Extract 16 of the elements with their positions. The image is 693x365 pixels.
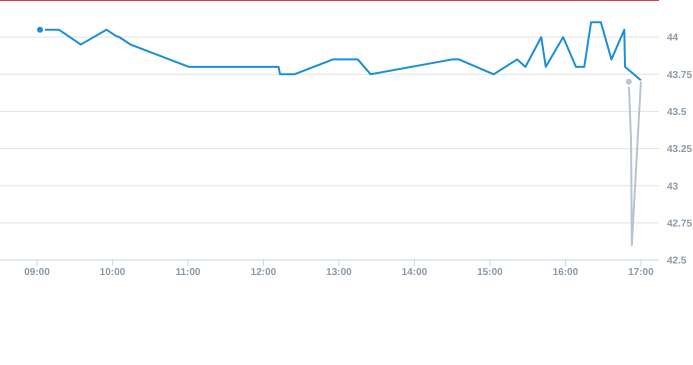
y-tick-label: 42.75 (667, 218, 692, 230)
y-tick-label: 43.5 (667, 106, 687, 118)
x-tick-label: 14:00 (402, 267, 428, 278)
x-tick-label: 11:00 (175, 267, 201, 278)
y-tick-label: 43 (667, 181, 679, 192)
x-tick-label: 17:00 (628, 267, 654, 278)
y-tick-label: 44 (667, 32, 679, 44)
x-tick-label: 10:00 (100, 267, 126, 278)
x-tick-label: 13:00 (326, 267, 352, 278)
y-tick-label: 43.75 (667, 70, 692, 81)
x-tick-label: 16:00 (552, 267, 579, 278)
y-tick-label: 42.5 (667, 256, 687, 267)
x-tick-label: 09:00 (24, 267, 50, 278)
x-tick-label: 15:00 (477, 267, 504, 278)
y-tick-label: 43.25 (667, 144, 692, 156)
x-tick-label: 12:00 (250, 267, 277, 278)
